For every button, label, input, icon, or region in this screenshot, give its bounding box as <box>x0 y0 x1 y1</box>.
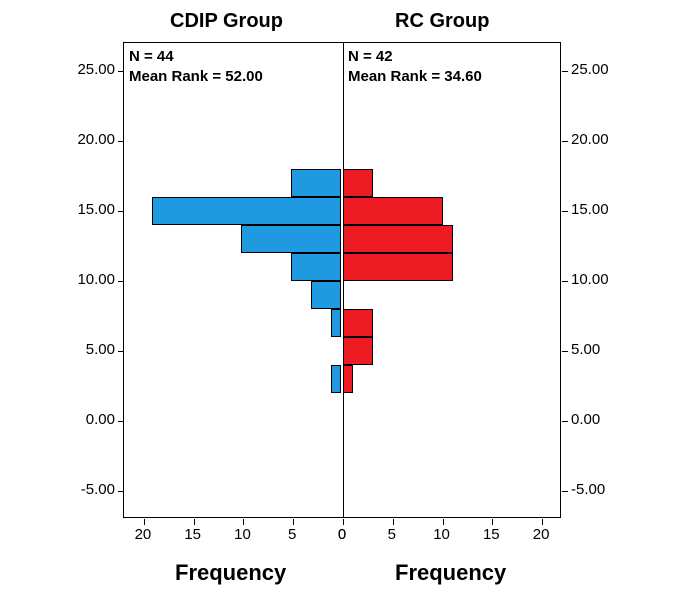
y-tick-label-right: 20.00 <box>571 131 621 148</box>
annotation-left-mean: Mean Rank = 52.00 <box>129 68 263 85</box>
y-tick-label-left: 10.00 <box>65 271 115 288</box>
bar-left <box>331 365 341 393</box>
annotation-right-n: N = 42 <box>348 48 393 65</box>
y-tick <box>562 281 568 282</box>
y-tick <box>562 491 568 492</box>
y-tick <box>118 141 124 142</box>
y-tick-label-right: 0.00 <box>571 411 621 428</box>
y-tick <box>118 421 124 422</box>
bar-left <box>241 225 341 253</box>
y-tick-label-left: 15.00 <box>65 201 115 218</box>
x-tick <box>144 519 145 525</box>
x-tick-label: 20 <box>128 526 158 543</box>
y-tick-label-right: 5.00 <box>571 341 621 358</box>
bar-right <box>343 169 373 197</box>
bar-right <box>343 309 373 337</box>
y-tick <box>118 211 124 212</box>
x-tick-label: 0 <box>327 526 357 543</box>
bar-right <box>343 253 453 281</box>
x-tick-label: 15 <box>178 526 208 543</box>
x-tick-label: 20 <box>526 526 556 543</box>
group-title-right: RC Group <box>395 10 489 33</box>
y-tick-label-left: 20.00 <box>65 131 115 148</box>
x-tick-label: 10 <box>227 526 257 543</box>
y-tick <box>562 421 568 422</box>
bar-right <box>343 197 443 225</box>
x-tick-label: 5 <box>277 526 307 543</box>
x-tick <box>542 519 543 525</box>
y-tick <box>118 351 124 352</box>
y-tick <box>562 71 568 72</box>
x-tick <box>293 519 294 525</box>
y-tick <box>118 71 124 72</box>
bar-right <box>343 365 353 393</box>
population-pyramid-chart: Post-test Skills Literacy Dimension Post… <box>0 0 683 600</box>
group-title-left: CDIP Group <box>170 10 283 33</box>
plot-area <box>123 42 561 518</box>
x-tick-label: 15 <box>476 526 506 543</box>
x-tick <box>243 519 244 525</box>
bar-left <box>291 169 341 197</box>
y-tick <box>562 141 568 142</box>
y-tick-label-right: 15.00 <box>571 201 621 218</box>
x-axis-label-left: Frequency <box>175 560 286 586</box>
y-tick-label-left: 5.00 <box>65 341 115 358</box>
y-tick-label-left: 25.00 <box>65 61 115 78</box>
x-tick <box>393 519 394 525</box>
y-tick-label-right: 25.00 <box>571 61 621 78</box>
x-axis-label-right: Frequency <box>395 560 506 586</box>
x-tick-label: 5 <box>377 526 407 543</box>
bar-right <box>343 337 373 365</box>
y-tick <box>118 281 124 282</box>
bar-right <box>343 225 453 253</box>
y-tick-label-left: 0.00 <box>65 411 115 428</box>
bar-left <box>311 281 341 309</box>
y-tick-label-left: -5.00 <box>65 481 115 498</box>
y-tick-label-right: 10.00 <box>571 271 621 288</box>
bar-left <box>152 197 341 225</box>
x-tick <box>194 519 195 525</box>
x-tick <box>492 519 493 525</box>
x-tick-label: 10 <box>427 526 457 543</box>
y-tick-label-right: -5.00 <box>571 481 621 498</box>
annotation-right-mean: Mean Rank = 34.60 <box>348 68 482 85</box>
x-tick <box>343 519 344 525</box>
bar-left <box>331 309 341 337</box>
y-tick <box>118 491 124 492</box>
y-tick <box>562 351 568 352</box>
annotation-left-n: N = 44 <box>129 48 174 65</box>
y-tick <box>562 211 568 212</box>
x-tick <box>443 519 444 525</box>
bar-left <box>291 253 341 281</box>
